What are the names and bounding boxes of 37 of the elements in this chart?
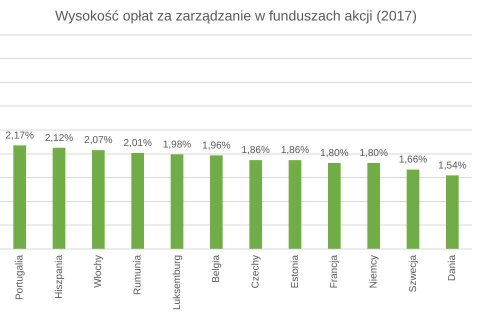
data-label: 1,80% (320, 148, 349, 160)
x-tick-label: Rumunia (132, 254, 144, 295)
chart-title: Wysokość opłat za zarządzanie w funduszach akcji (2017) (55, 7, 417, 24)
bar (13, 145, 26, 249)
data-label: 1,66% (398, 154, 428, 166)
data-label: 1,98% (162, 139, 192, 150)
bar (170, 154, 184, 249)
data-label: 1,96% (202, 140, 231, 152)
bar (249, 160, 262, 249)
x-tick-label: Hiszpania (54, 254, 65, 299)
data-label: 1,54% (438, 160, 467, 172)
bar (210, 155, 223, 249)
data-label: 2,17% (5, 130, 34, 142)
data-label: 2,01% (123, 138, 152, 150)
x-tick-label: Włochy (93, 254, 104, 288)
x-tick-label: Belgia (211, 254, 222, 283)
bar (328, 162, 341, 249)
x-tick-label: Szwecja (408, 254, 419, 292)
data-label: 2,07% (84, 135, 113, 146)
bar (52, 148, 66, 249)
data-label: 1,86% (280, 145, 310, 156)
bar (92, 150, 105, 249)
x-tick-label: Dania (447, 254, 458, 282)
bar (131, 152, 144, 249)
x-tick-label: Luksemburg (172, 254, 183, 310)
x-tick-label: Francja (329, 254, 340, 288)
bar (406, 170, 420, 249)
bar (367, 162, 380, 249)
data-label: 1,86% (241, 145, 270, 156)
x-tick-label: Estonia (290, 254, 301, 288)
data-label: 2,12% (44, 132, 74, 144)
x-tick-label: Czechy (250, 254, 262, 288)
x-tick-label: Portugalia (14, 254, 26, 300)
bar (446, 175, 459, 249)
bar (288, 160, 302, 249)
data-label: 1,80% (359, 148, 388, 160)
x-tick-label: Niemcy (368, 254, 380, 288)
